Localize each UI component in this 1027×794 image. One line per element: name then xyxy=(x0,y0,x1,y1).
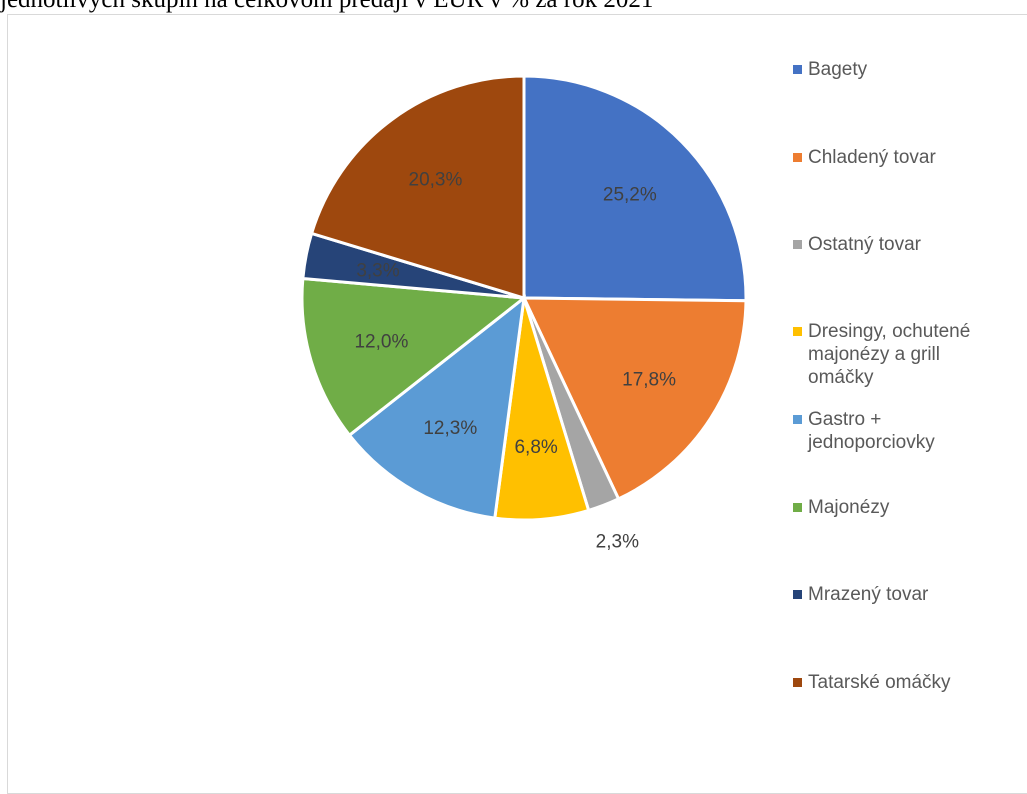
legend-swatch xyxy=(793,678,802,687)
legend-item-gastro-jednoporciovky: Gastro + jednoporciovky xyxy=(793,408,1008,454)
legend-label: Mrazený tovar xyxy=(808,584,929,605)
data-label-bagety: 25,2% xyxy=(603,184,657,205)
legend-item-dresingy-ochutene-majonezy-a-grill-omacky: Dresingy, ochutené majonézy a grill omáč… xyxy=(793,320,1008,389)
pie-chart: 25,2% 17,8% 2,3% 6,8% 12,3% 12,0% 3,3% 20,3% xyxy=(300,74,748,552)
legend-label: Gastro + jednoporciovky xyxy=(808,409,935,453)
legend-swatch xyxy=(793,153,802,162)
data-label-mrazeny-tovar: 3,3% xyxy=(356,261,399,282)
data-label-gastro-jednoporciovky: 12,3% xyxy=(423,418,477,439)
legend-label: Chladený tovar xyxy=(808,147,936,168)
legend-label: Dresingy, ochutené majonézy a grill omáč… xyxy=(808,321,971,388)
pie-slice-majonezy xyxy=(300,276,528,438)
legend-swatch xyxy=(793,415,802,424)
legend: Bagety Chladený tovar Ostatný tovar Dresing… xyxy=(793,0,1023,771)
legend-item-majonezy: Majonézy xyxy=(793,496,1008,519)
pie-slice-chladeny-tovar xyxy=(521,296,748,501)
legend-label: Majonézy xyxy=(808,497,890,518)
legend-swatch xyxy=(793,503,802,512)
legend-item-ostatny-tovar: Ostatný tovar xyxy=(793,233,1008,256)
legend-label: Tatarské omáčky xyxy=(808,672,951,693)
pie-slice-bagety xyxy=(522,74,748,303)
chart-title: jednotlivých skupín na celkovom predaji … xyxy=(0,0,1027,14)
legend-item-bagety: Bagety xyxy=(793,58,1008,81)
data-label-ostatny-tovar: 2,3% xyxy=(596,531,639,552)
legend-swatch xyxy=(793,240,802,249)
data-label-dresingy-ochutene-majonezy-a-grill-omacky: 6,8% xyxy=(514,437,557,458)
legend-label: Ostatný tovar xyxy=(808,234,921,255)
legend-swatch xyxy=(793,327,802,336)
legend-swatch xyxy=(793,65,802,74)
data-label-chladeny-tovar: 17,8% xyxy=(622,369,676,390)
legend-item-chladeny-tovar: Chladený tovar xyxy=(793,146,1008,169)
pie-slice-tatarske-omacky xyxy=(309,74,526,301)
pie-slice-gastro-jednoporciovky xyxy=(347,294,526,520)
legend-swatch xyxy=(793,590,802,599)
data-label-tatarske-omacky: 20,3% xyxy=(409,169,463,190)
legend-label: Bagety xyxy=(808,59,868,80)
legend-item-mrazeny-tovar: Mrazený tovar xyxy=(793,583,1008,606)
legend-item-tatarske-omacky: Tatarské omáčky xyxy=(793,671,1008,694)
data-label-majonezy: 12,0% xyxy=(354,331,408,352)
